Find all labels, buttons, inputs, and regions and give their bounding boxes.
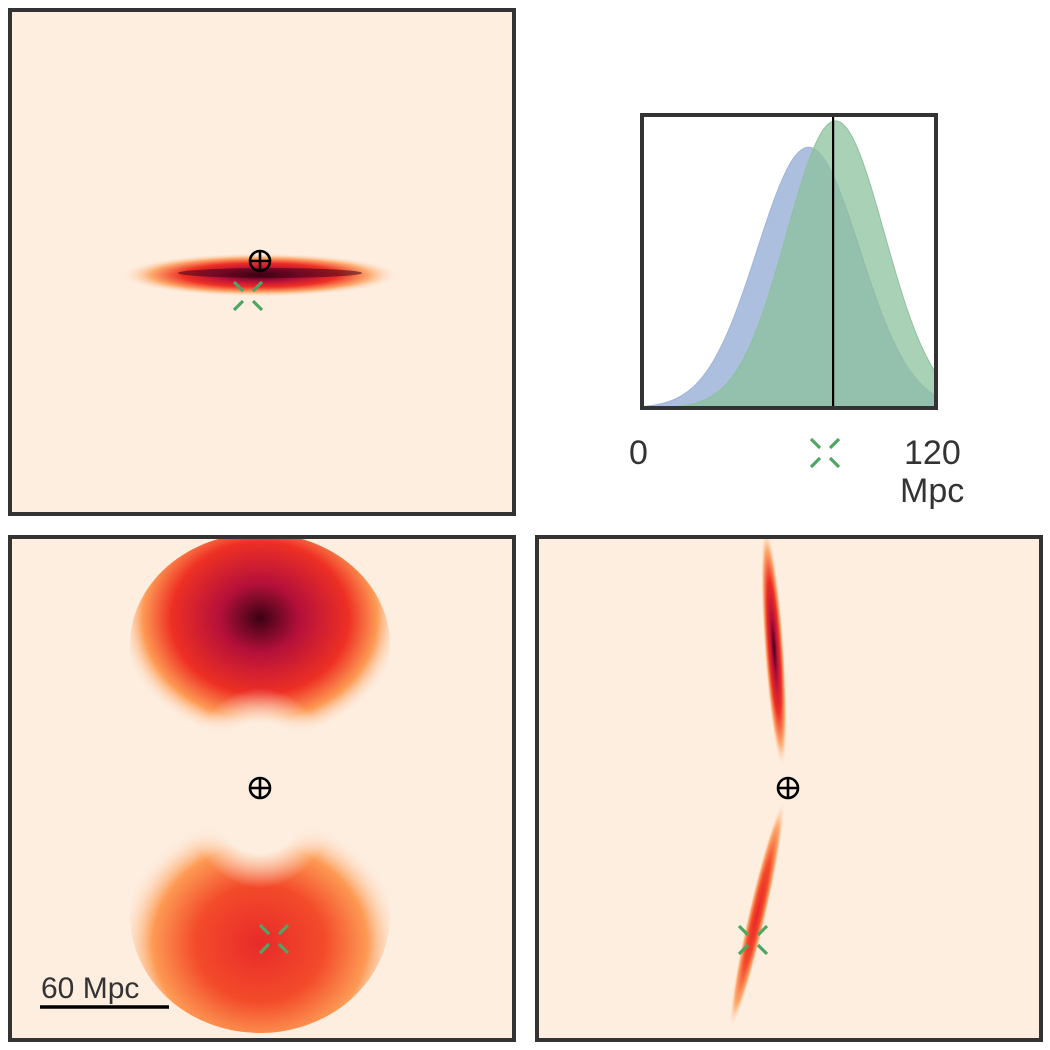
green-x-icon: [809, 437, 841, 469]
panel-frame: [8, 535, 516, 1042]
probability-density-lower-strand: [729, 800, 785, 1030]
earth-crosshair-icon: [248, 776, 272, 800]
distance-distribution-plot: [640, 113, 938, 410]
projection-plot-xy: [8, 8, 516, 516]
axis-unit-label: Mpc: [900, 472, 965, 510]
projection-plot-yz: [535, 535, 1043, 1042]
probability-density-upper-lobe: [130, 535, 390, 757]
scale-bar-label: 60 Mpc: [41, 972, 140, 1005]
earth-crosshair-icon: [248, 249, 272, 273]
green-x-icon: [232, 280, 264, 312]
green-x-icon: [258, 923, 290, 955]
panel-frame: [535, 535, 1043, 1042]
distribution-curve-green: [641, 120, 937, 409]
distance-distribution-panel: [640, 113, 938, 410]
projection-panel-yz: [535, 535, 1043, 1042]
projection-panel-xz: 60 Mpc: [8, 535, 516, 1042]
green-x-icon: [737, 924, 769, 956]
probability-density-lower-lobe: [130, 797, 390, 1033]
projection-plot-xz: [8, 535, 516, 1042]
probability-density-core: [178, 268, 362, 278]
projection-panel-xy: [8, 8, 516, 516]
earth-crosshair-icon: [776, 776, 800, 800]
panel-frame: [640, 113, 938, 410]
axis-min-label: 0: [629, 434, 648, 472]
probability-density-upper-strand: [760, 535, 788, 769]
axis-max-label: 120: [904, 434, 961, 472]
panel-frame: [8, 8, 516, 516]
